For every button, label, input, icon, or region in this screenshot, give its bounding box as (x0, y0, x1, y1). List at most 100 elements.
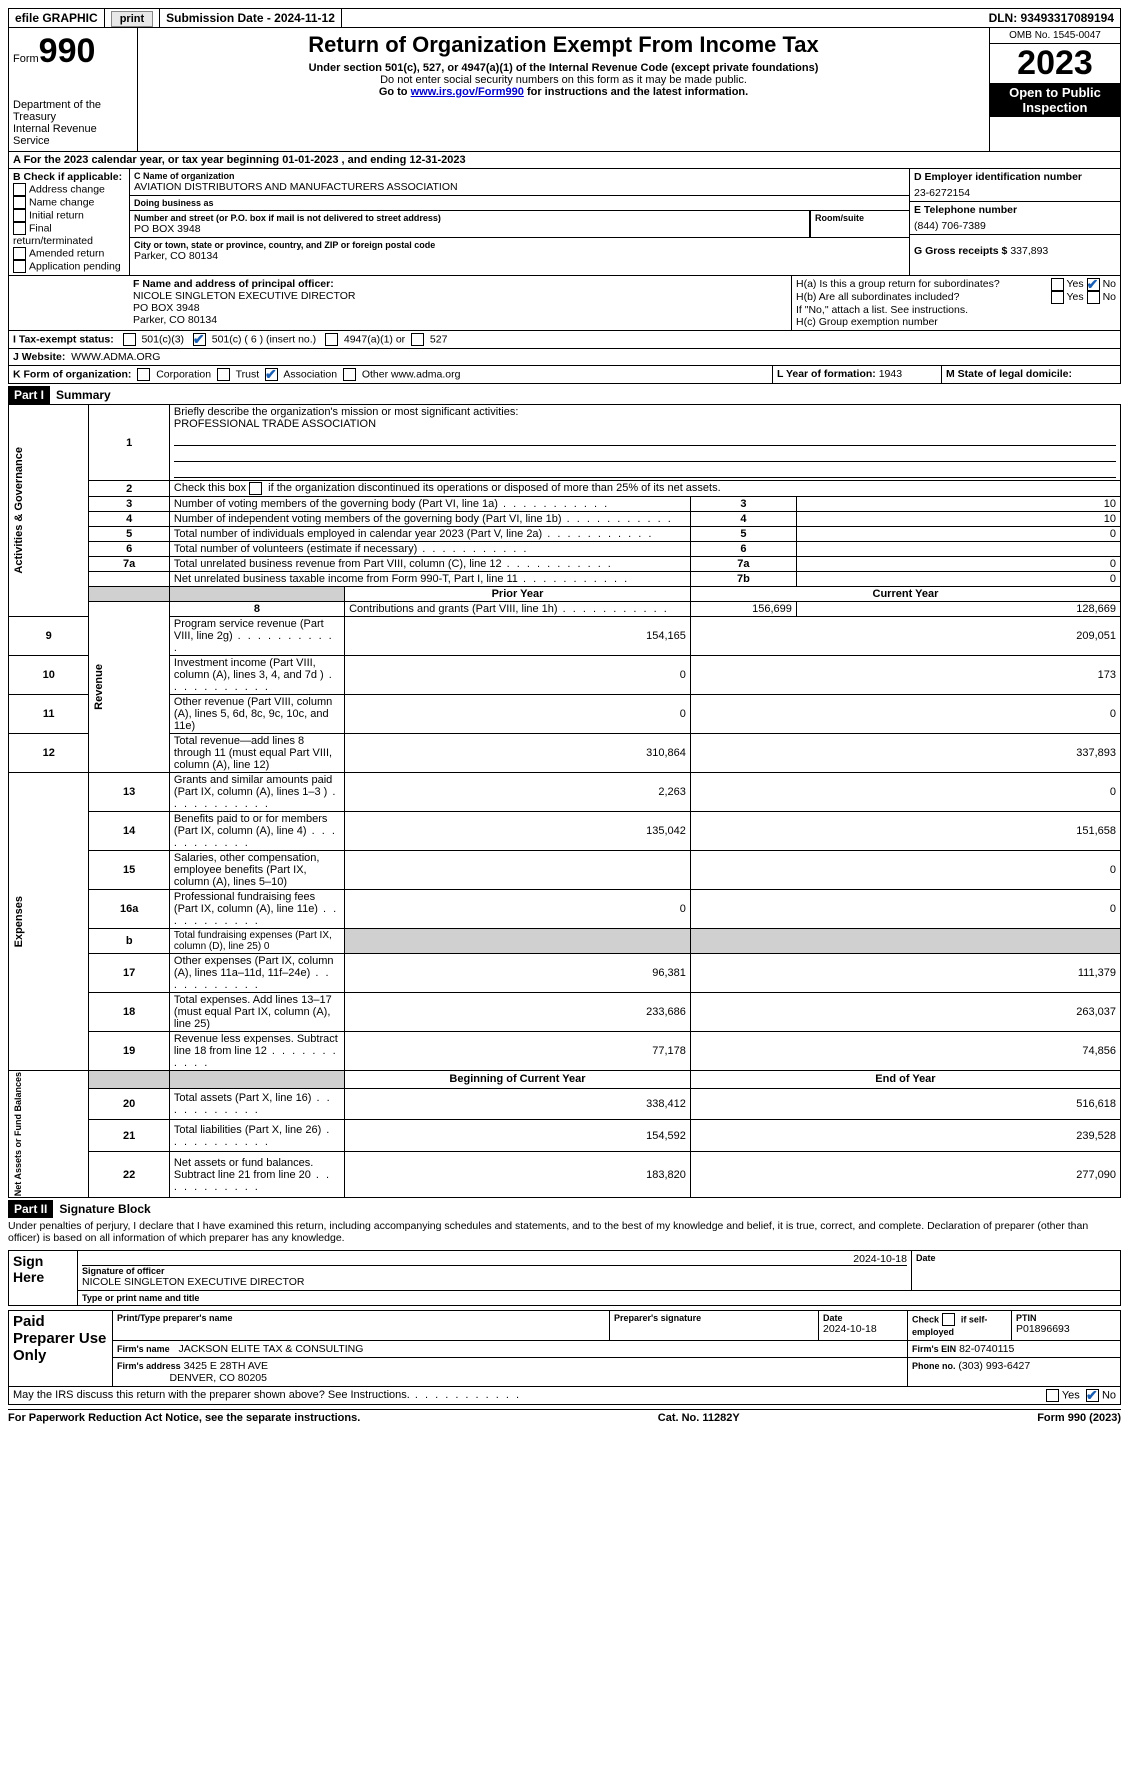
sign-here: Sign Here (9, 1251, 78, 1306)
cb-4947[interactable] (325, 333, 338, 346)
cb-assoc[interactable] (265, 368, 278, 381)
subtitle-1: Under section 501(c), 527, or 4947(a)(1)… (142, 62, 985, 74)
row-3: 3Number of voting members of the governi… (9, 497, 1121, 512)
ein-value: 23-6272154 (914, 187, 1116, 199)
cb-other[interactable] (343, 368, 356, 381)
ha-no[interactable] (1087, 278, 1100, 291)
row-7b: Net unrelated business taxable income fr… (9, 572, 1121, 587)
website: WWW.ADMA.ORG (71, 351, 160, 363)
m-label: M State of legal domicile: (946, 368, 1072, 380)
section-i: I Tax-exempt status: 501(c)(3) 501(c) ( … (8, 331, 1121, 349)
part2-header: Part IISignature Block (8, 1198, 1121, 1218)
section-b: B Check if applicable: Address change Na… (9, 169, 130, 275)
sig-label: Signature of officer (82, 1266, 907, 1276)
subtitle-2: Do not enter social security numbers on … (142, 74, 985, 86)
dept-irs: Internal Revenue Service (13, 123, 133, 147)
cb-name-change[interactable]: Name change (13, 196, 125, 209)
discuss-no[interactable] (1086, 1389, 1099, 1402)
cb-app-pending[interactable]: Application pending (13, 260, 125, 273)
cb-final-return[interactable]: Final return/terminated (13, 222, 125, 247)
hb-no[interactable] (1087, 291, 1100, 304)
goto-line: Go to www.irs.gov/Form990 for instructio… (142, 86, 985, 98)
phone-value: (844) 706-7389 (914, 220, 1116, 232)
row-hdr-pycy: Prior YearCurrent Year (9, 587, 1121, 602)
officer-name: NICOLE SINGLETON EXECUTIVE DIRECTOR (133, 290, 787, 302)
firm-name: JACKSON ELITE TAX & CONSULTING (178, 1343, 363, 1355)
hb-yes[interactable] (1051, 291, 1064, 304)
mission: PROFESSIONAL TRADE ASSOCIATION (174, 418, 376, 430)
cb-address-change[interactable]: Address change (13, 183, 125, 196)
discuss-yes[interactable] (1046, 1389, 1059, 1402)
row-4: 4Number of independent voting members of… (9, 512, 1121, 527)
hc-label: H(c) Group exemption number (796, 316, 1116, 328)
l1-text: Briefly describe the organization's miss… (174, 406, 518, 418)
type-label: Type or print name and title (82, 1293, 1116, 1303)
c-name-label: C Name of organization (134, 171, 905, 181)
dba-label: Doing business as (134, 198, 905, 208)
l-label: L Year of formation: (777, 368, 876, 380)
officer-addr2: Parker, CO 80134 (133, 314, 787, 326)
efile-label: efile GRAPHIC (9, 9, 105, 27)
part1-header: Part ISummary (8, 384, 1121, 404)
cb-501c3[interactable] (123, 333, 136, 346)
row-6: 6Total number of volunteers (estimate if… (9, 542, 1121, 557)
phone-label: E Telephone number (914, 204, 1116, 216)
signature-block: Sign Here 2024-10-18 Signature of office… (8, 1250, 1121, 1306)
officer-sig: NICOLE SINGLETON EXECUTIVE DIRECTOR (82, 1276, 907, 1288)
year-cell: OMB No. 1545-0047 2023 Open to Public In… (989, 28, 1120, 151)
cb-corp[interactable] (137, 368, 150, 381)
form-title: Return of Organization Exempt From Incom… (142, 32, 985, 58)
row-7a: 7aTotal unrelated business revenue from … (9, 557, 1121, 572)
paid-preparer-block: Paid Preparer Use Only Print/Type prepar… (8, 1310, 1121, 1387)
addr-label: Number and street (or P.O. box if mail i… (134, 213, 805, 223)
room-label: Room/suite (815, 213, 905, 223)
prep-name-lbl: Print/Type preparer's name (117, 1313, 605, 1323)
k-label: K Form of organization: (13, 368, 131, 380)
firm-addr1: 3425 E 28TH AVE (184, 1360, 268, 1372)
gross-value: 337,893 (1010, 245, 1048, 257)
org-info-block: B Check if applicable: Address change Na… (8, 169, 1121, 276)
firm-addr2: DENVER, CO 80205 (170, 1372, 267, 1384)
vh-expenses: Expenses (13, 896, 25, 947)
org-street: PO BOX 3948 (134, 223, 805, 235)
ha-yes[interactable] (1051, 278, 1064, 291)
footer-left: For Paperwork Reduction Act Notice, see … (8, 1412, 360, 1424)
officer-addr1: PO BOX 3948 (133, 302, 787, 314)
gross-label: G Gross receipts $ (914, 245, 1007, 257)
f-h-block: F Name and address of principal officer:… (8, 276, 1121, 331)
cb-527[interactable] (411, 333, 424, 346)
cb-initial-return[interactable]: Initial return (13, 209, 125, 222)
form-header: Form990 Department of the Treasury Inter… (8, 28, 1121, 152)
cb-501c[interactable] (193, 333, 206, 346)
ptin: P01896693 (1016, 1323, 1070, 1335)
page-footer: For Paperwork Reduction Act Notice, see … (8, 1409, 1121, 1424)
section-a: A For the 2023 calendar year, or tax yea… (8, 152, 1121, 169)
vh-revenue: Revenue (93, 664, 105, 710)
date-label: Date (916, 1253, 1116, 1263)
cb-discontinued[interactable] (249, 482, 262, 495)
form990-link[interactable]: www.irs.gov/Form990 (411, 86, 524, 98)
hb-note: If "No," attach a list. See instructions… (796, 304, 1116, 316)
row-5: 5Total number of individuals employed in… (9, 527, 1121, 542)
summary-table: Activities & Governance 1 Briefly descri… (8, 404, 1121, 1198)
open-inspection: Open to Public Inspection (990, 83, 1120, 117)
ein-label: D Employer identification number (914, 171, 1116, 183)
j-label: J Website: (13, 351, 65, 363)
k-other-text: www.adma.org (391, 368, 460, 380)
print-button[interactable]: print (105, 9, 160, 27)
org-name: AVIATION DISTRIBUTORS AND MANUFACTURERS … (134, 181, 905, 193)
hb-label: H(b) Are all subordinates included? (796, 291, 1051, 304)
prep-sig-lbl: Preparer's signature (614, 1313, 814, 1323)
top-bar: efile GRAPHIC print Submission Date - 20… (8, 8, 1121, 28)
dept-treasury: Department of the Treasury (13, 99, 133, 123)
i-label: I Tax-exempt status: (13, 333, 114, 345)
discuss-text: May the IRS discuss this return with the… (13, 1389, 1046, 1402)
firm-phone: (303) 993-6427 (958, 1360, 1030, 1372)
paid-title: Paid Preparer Use Only (9, 1311, 113, 1387)
l2-text: Check this box if the organization disco… (174, 482, 721, 494)
cb-self-emp[interactable] (942, 1313, 955, 1326)
year-formation: 1943 (879, 368, 902, 380)
cb-amended[interactable]: Amended return (13, 247, 125, 260)
form-title-cell: Return of Organization Exempt From Incom… (138, 28, 989, 151)
cb-trust[interactable] (217, 368, 230, 381)
